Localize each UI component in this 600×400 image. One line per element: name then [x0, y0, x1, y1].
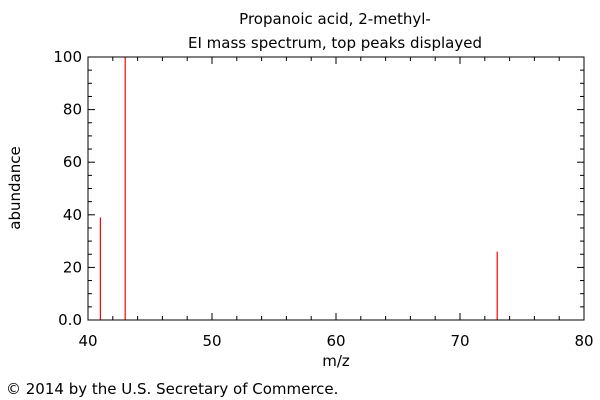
x-tick-label: 40 [78, 332, 97, 350]
x-axis-label: m/z [322, 352, 350, 370]
y-tick-label: 0.0 [58, 311, 82, 329]
y-tick-label: 100 [53, 48, 82, 66]
x-tick-label: 80 [574, 332, 593, 350]
y-tick-label: 60 [63, 153, 82, 171]
x-tick-label: 60 [326, 332, 345, 350]
y-tick-label: 80 [63, 101, 82, 119]
y-axis-label: abundance [6, 146, 24, 229]
copyright-notice: © 2014 by the U.S. Secretary of Commerce… [6, 380, 339, 398]
x-tick-label: 50 [202, 332, 221, 350]
y-tick-label: 20 [63, 258, 82, 276]
chart-subtitle: EI mass spectrum, top peaks displayed [188, 34, 482, 52]
y-axis-ticks: 0.0 20 40 60 80 100 [53, 48, 584, 329]
x-tick-label: 70 [450, 332, 469, 350]
peaks-group [99, 57, 498, 320]
y-tick-label: 40 [63, 206, 82, 224]
x-axis-ticks: 40 50 60 70 80 [78, 57, 594, 350]
chart-title: Propanoic acid, 2-methyl- [239, 10, 431, 28]
plot-frame [87, 56, 585, 321]
